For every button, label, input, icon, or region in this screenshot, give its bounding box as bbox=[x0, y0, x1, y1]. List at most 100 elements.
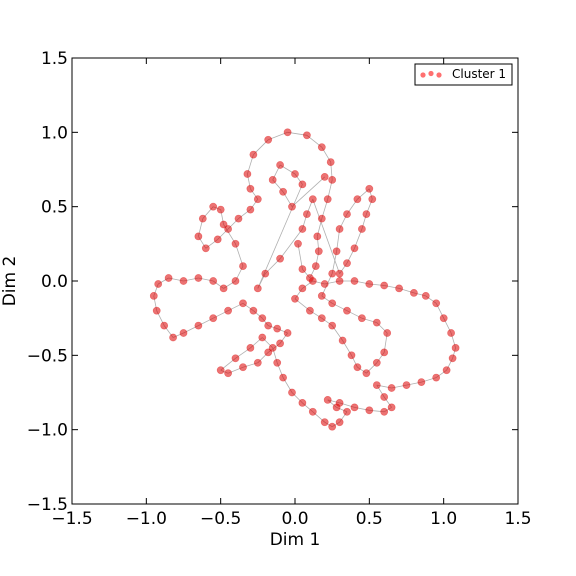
data-point bbox=[231, 239, 240, 248]
data-point bbox=[362, 210, 371, 218]
data-point bbox=[357, 314, 366, 323]
data-point bbox=[298, 180, 307, 189]
data-point bbox=[279, 187, 287, 196]
data-point bbox=[335, 269, 344, 278]
data-point bbox=[273, 324, 282, 333]
data-point bbox=[305, 306, 314, 315]
data-point bbox=[246, 184, 255, 193]
data-point bbox=[302, 210, 311, 218]
data-point bbox=[432, 299, 441, 308]
y-tick-label: −1.5 bbox=[27, 495, 68, 515]
data-point bbox=[279, 373, 287, 382]
data-point bbox=[343, 259, 351, 268]
x-tick-label: −1.0 bbox=[126, 509, 167, 529]
data-point bbox=[264, 321, 273, 330]
trajectory-link bbox=[279, 228, 303, 259]
data-point bbox=[343, 407, 351, 416]
data-point bbox=[268, 175, 277, 184]
data-point bbox=[332, 247, 341, 256]
data-point bbox=[448, 354, 457, 363]
y-tick-label: 1.5 bbox=[41, 49, 68, 69]
y-axis-title: Dim 2 bbox=[0, 256, 20, 307]
data-point bbox=[283, 128, 292, 137]
data-point bbox=[253, 358, 262, 367]
legend-label: Cluster 1 bbox=[452, 67, 506, 81]
data-point bbox=[328, 321, 337, 330]
data-point bbox=[347, 351, 356, 360]
data-point bbox=[320, 172, 329, 181]
x-tick-label: −0.5 bbox=[200, 509, 241, 529]
data-point bbox=[219, 220, 228, 229]
data-point bbox=[160, 321, 169, 330]
data-point bbox=[273, 358, 282, 367]
trajectory-link bbox=[331, 251, 337, 274]
data-point bbox=[264, 135, 273, 144]
data-point bbox=[317, 291, 326, 300]
data-point bbox=[380, 407, 389, 416]
data-point bbox=[380, 393, 389, 401]
data-point bbox=[291, 294, 299, 303]
data-point bbox=[308, 195, 317, 204]
data-point bbox=[320, 280, 329, 288]
data-point bbox=[313, 232, 322, 241]
data-point bbox=[383, 329, 392, 337]
data-point bbox=[311, 262, 320, 270]
data-point bbox=[402, 381, 411, 389]
data-point bbox=[258, 333, 267, 342]
data-point bbox=[209, 314, 218, 323]
x-tick-label: −1.5 bbox=[51, 509, 92, 529]
data-point bbox=[365, 280, 374, 288]
data-point bbox=[243, 170, 252, 178]
data-point bbox=[308, 277, 317, 285]
data-point bbox=[320, 418, 329, 427]
data-point bbox=[372, 358, 381, 367]
data-point bbox=[447, 329, 455, 337]
data-point bbox=[372, 318, 381, 327]
data-point bbox=[224, 225, 232, 233]
data-point bbox=[264, 348, 273, 357]
data-point bbox=[328, 269, 337, 278]
data-point bbox=[298, 225, 307, 233]
data-point bbox=[298, 284, 307, 293]
data-point bbox=[253, 284, 262, 293]
data-point bbox=[350, 244, 359, 253]
legend-marker bbox=[436, 72, 442, 78]
data-point bbox=[451, 343, 460, 352]
x-tick-label: 1.5 bbox=[504, 509, 531, 529]
data-point bbox=[234, 214, 243, 223]
data-point bbox=[219, 284, 228, 293]
data-point bbox=[239, 262, 247, 270]
data-point bbox=[216, 205, 225, 214]
legend-marker bbox=[420, 72, 426, 78]
data-point bbox=[239, 363, 247, 372]
data-point bbox=[276, 254, 284, 263]
data-point bbox=[179, 277, 188, 285]
trajectory-link bbox=[336, 228, 340, 252]
data-point bbox=[442, 366, 451, 375]
legend-box bbox=[414, 63, 513, 86]
trajectory-link bbox=[312, 199, 340, 274]
data-point bbox=[387, 403, 396, 412]
data-point bbox=[231, 354, 240, 363]
y-tick-label: −1.0 bbox=[27, 421, 68, 441]
data-point bbox=[194, 274, 203, 282]
data-point bbox=[365, 406, 374, 415]
data-point bbox=[353, 195, 362, 204]
data-point bbox=[380, 348, 389, 357]
y-tick-label: 0.5 bbox=[41, 198, 68, 218]
data-point bbox=[246, 343, 255, 352]
data-point bbox=[283, 329, 292, 337]
data-point bbox=[298, 265, 307, 273]
legend-marker bbox=[428, 70, 434, 77]
data-point bbox=[343, 210, 351, 218]
data-point bbox=[179, 329, 188, 337]
data-point bbox=[164, 274, 173, 282]
data-point bbox=[395, 284, 403, 293]
data-point bbox=[209, 202, 218, 211]
data-point bbox=[209, 277, 218, 285]
data-point bbox=[326, 158, 335, 166]
data-point bbox=[439, 314, 448, 323]
data-point bbox=[323, 195, 332, 204]
data-point bbox=[302, 131, 311, 140]
